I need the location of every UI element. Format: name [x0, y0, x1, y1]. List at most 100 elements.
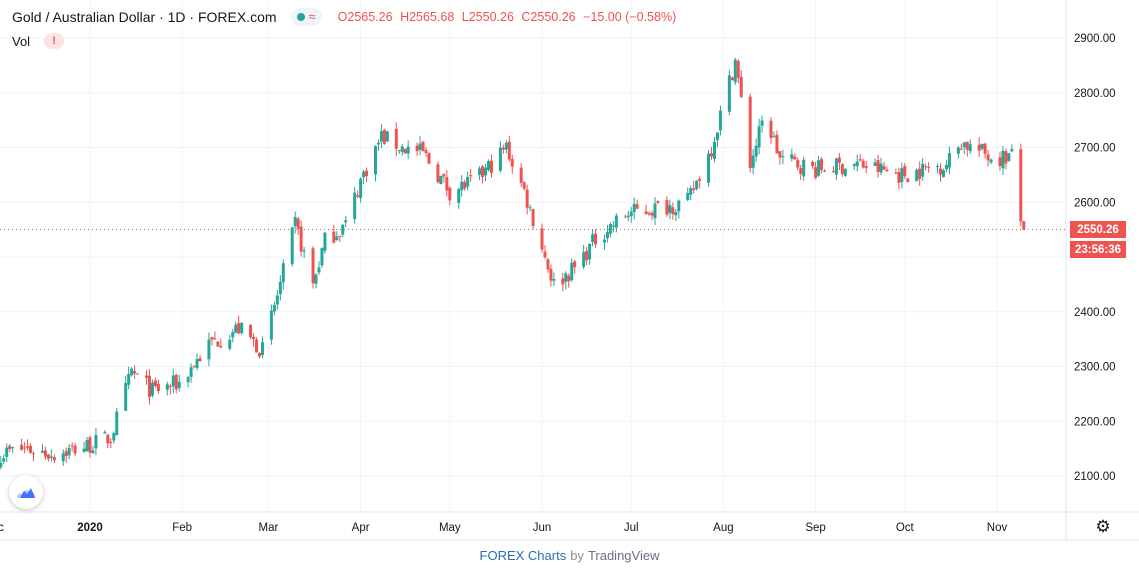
candle-down [448, 187, 452, 201]
price-tick-label: 2100.00 [1074, 471, 1116, 483]
candle-up [915, 169, 919, 182]
candle-down [216, 341, 220, 347]
market-status-pill[interactable]: ≈ [290, 8, 322, 26]
candle-down [43, 450, 47, 457]
candle-up [260, 342, 264, 356]
candle-down [469, 175, 473, 177]
candle-down [73, 445, 77, 454]
candle-down [594, 233, 598, 245]
candle-down [507, 141, 511, 160]
candle-down [831, 171, 835, 173]
footer-provider[interactable]: TradingView [587, 547, 660, 563]
candle-down [8, 445, 12, 450]
footer-brand-link[interactable]: FOREX Charts [479, 547, 567, 563]
candle-up [91, 450, 95, 453]
candle-up [757, 126, 761, 148]
ohlc-high: H2565.68 [400, 10, 455, 24]
candle-down [252, 336, 256, 340]
candle-down [70, 445, 74, 447]
candle-down [983, 143, 987, 154]
candle-down [198, 358, 202, 362]
candle-up [49, 456, 53, 458]
candle-up [293, 217, 297, 227]
candle-up [385, 131, 389, 142]
candle-down [31, 453, 35, 455]
ohlc-values: O2565.26 H2565.68 L2550.26 C2550.26 −15.… [338, 10, 681, 24]
candle-up [40, 450, 44, 453]
candle-up [873, 162, 877, 166]
candle-up [962, 142, 966, 148]
candle-down [258, 352, 262, 357]
candle-down [840, 164, 844, 175]
ohlc-low: L2550.26 [461, 10, 514, 24]
candle-up [564, 273, 568, 282]
candle-up [269, 310, 273, 340]
candle-up [754, 145, 758, 157]
candle-down [382, 129, 386, 144]
candle-down [394, 128, 398, 149]
candle-down [296, 218, 300, 229]
candle-up [177, 381, 181, 388]
candle-down [510, 158, 514, 167]
candle-up [956, 147, 960, 154]
candle-down [894, 172, 898, 174]
symbol-title[interactable]: Gold / Australian Dollar · 1D · FOREX.co… [12, 9, 277, 25]
volume-label: Vol [12, 33, 31, 49]
candle-down [210, 337, 214, 340]
candle-down [109, 442, 113, 444]
candle-down [567, 275, 571, 282]
candle-up [136, 373, 140, 375]
tradingview-cloud-icon[interactable] [9, 475, 43, 509]
time-axis: ec 2020 Feb Mar Apr May Jun Jul Aug Sep Oct Nov [0, 522, 1007, 534]
candle-down [698, 178, 702, 181]
candle-down [1019, 149, 1023, 222]
candle-up [278, 281, 282, 295]
gear-icon[interactable]: ⚙ [1095, 517, 1111, 536]
candle-down [861, 160, 865, 168]
candle-down [864, 165, 868, 168]
candle-up [406, 146, 410, 154]
price-tick-label: 2200.00 [1074, 416, 1116, 428]
candle-down [644, 211, 648, 214]
candle-down [549, 268, 553, 281]
candle-down [52, 456, 56, 461]
candle-down [882, 166, 886, 170]
candle-down [769, 120, 773, 139]
ohlc-open: O2565.26 [337, 10, 393, 24]
candle-down [29, 445, 33, 453]
candle-up [353, 192, 357, 220]
candle-up [281, 263, 285, 283]
data-delay-icon: ≈ [308, 9, 316, 24]
candle-down [897, 171, 901, 184]
ohlc-change: −15.00 (−0.58%) [583, 10, 677, 24]
candle-down [730, 77, 734, 81]
candle-down [823, 170, 827, 172]
bar-countdown-tag: 23:56:36 [1070, 241, 1126, 258]
candle-up [112, 433, 116, 441]
candle-down [959, 148, 963, 150]
candle-up [302, 250, 306, 252]
candle-down [540, 228, 544, 250]
candle-down [692, 188, 696, 191]
candle-up [323, 232, 327, 251]
volume-warning-icon[interactable]: ! [44, 33, 65, 49]
candle-up [921, 163, 925, 177]
volume-legend[interactable]: Vol ! [12, 33, 65, 49]
candlestick-series [0, 57, 1026, 470]
ohlc-close: C2550.26 [521, 10, 576, 24]
candle-up [629, 211, 633, 217]
candle-up [653, 203, 657, 219]
time-tick-label: Apr [352, 522, 370, 534]
candle-up [602, 239, 606, 243]
candle-up [852, 164, 856, 167]
candle-up [608, 224, 612, 234]
candle-down [650, 212, 654, 216]
candle-up [900, 168, 904, 183]
candle-down [977, 144, 981, 151]
candle-down [88, 437, 92, 453]
candle-up [124, 383, 128, 411]
candle-up [400, 146, 404, 153]
candle-up [715, 132, 719, 141]
